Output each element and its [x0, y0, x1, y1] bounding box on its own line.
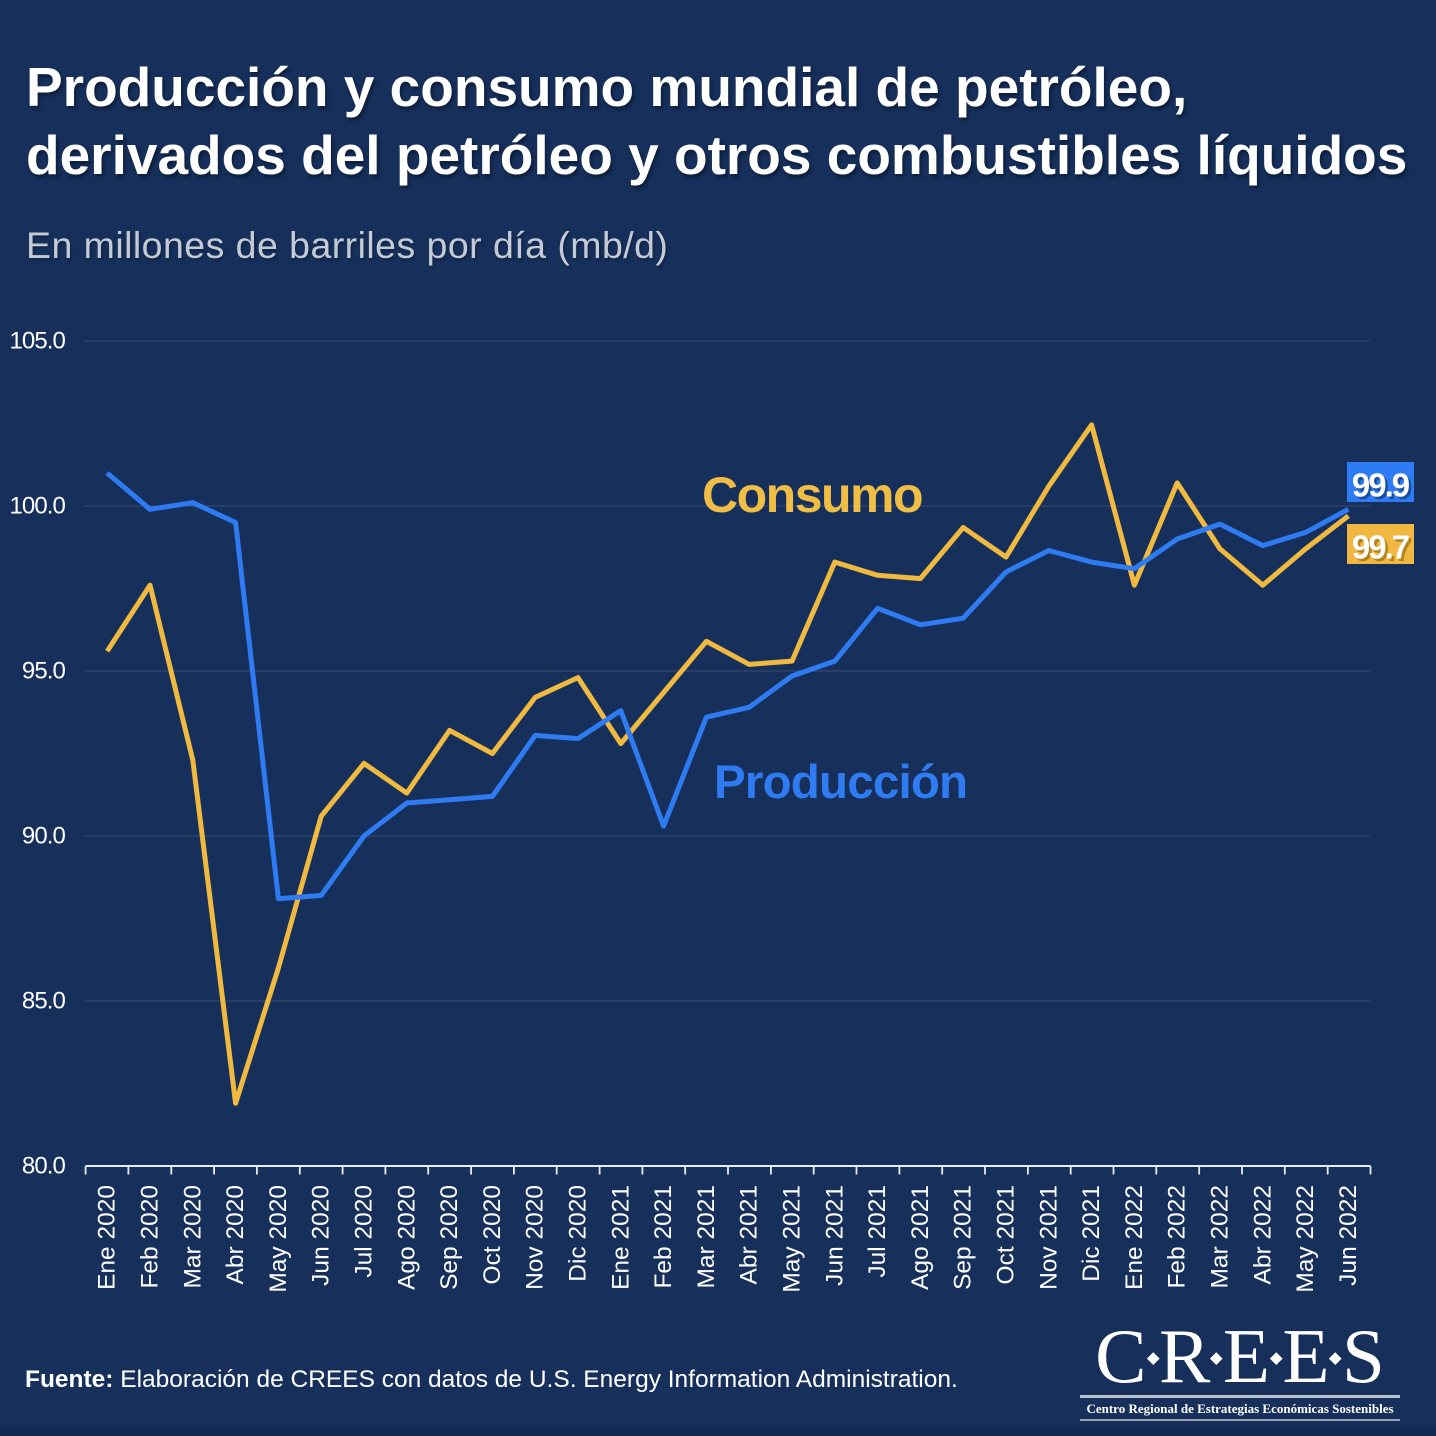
svg-text:Nov 2021: Nov 2021 — [1035, 1185, 1062, 1290]
svg-text:Jun 2021: Jun 2021 — [821, 1185, 848, 1286]
svg-text:Abr 2020: Abr 2020 — [222, 1185, 249, 1284]
svg-text:Consumo: Consumo — [702, 467, 922, 523]
svg-text:Dic 2020: Dic 2020 — [565, 1185, 592, 1282]
svg-text:90.0: 90.0 — [22, 823, 66, 850]
svg-text:Ene 2022: Ene 2022 — [1121, 1185, 1148, 1290]
svg-text:95.0: 95.0 — [22, 658, 66, 685]
svg-text:Feb 2021: Feb 2021 — [650, 1185, 677, 1289]
svg-text:99.9: 99.9 — [1354, 469, 1412, 506]
svg-text:Producción: Producción — [714, 756, 967, 809]
svg-text:Mar 2022: Mar 2022 — [1207, 1185, 1234, 1289]
svg-text:Ago 2021: Ago 2021 — [907, 1185, 934, 1290]
svg-text:105.0: 105.0 — [9, 328, 65, 355]
svg-text:Sep 2020: Sep 2020 — [436, 1185, 463, 1290]
svg-text:May 2021: May 2021 — [779, 1185, 806, 1293]
svg-text:Ene 2020: Ene 2020 — [94, 1185, 121, 1290]
svg-text:Dic 2021: Dic 2021 — [1078, 1185, 1105, 1282]
svg-text:Jul 2021: Jul 2021 — [864, 1185, 891, 1278]
svg-text:Sep 2021: Sep 2021 — [950, 1185, 977, 1290]
svg-text:100.0: 100.0 — [9, 493, 65, 520]
svg-text:Ene 2021: Ene 2021 — [607, 1185, 634, 1290]
svg-text:85.0: 85.0 — [22, 988, 66, 1015]
svg-text:Mar 2021: Mar 2021 — [693, 1185, 720, 1289]
svg-text:Jul 2020: Jul 2020 — [351, 1185, 378, 1278]
svg-text:Abr 2022: Abr 2022 — [1249, 1185, 1276, 1284]
svg-text:May 2022: May 2022 — [1292, 1185, 1319, 1293]
svg-text:99.7: 99.7 — [1352, 529, 1409, 566]
svg-text:Ago 2020: Ago 2020 — [393, 1185, 420, 1290]
svg-text:99.9: 99.9 — [1352, 467, 1410, 504]
svg-text:Abr 2021: Abr 2021 — [736, 1185, 763, 1284]
svg-text:Feb 2022: Feb 2022 — [1164, 1185, 1191, 1289]
svg-text:99.7: 99.7 — [1354, 531, 1411, 568]
svg-text:Nov 2020: Nov 2020 — [522, 1185, 549, 1290]
svg-text:Jun 2020: Jun 2020 — [308, 1185, 335, 1286]
svg-text:May 2020: May 2020 — [265, 1185, 292, 1293]
svg-text:80.0: 80.0 — [22, 1153, 66, 1180]
svg-text:Mar 2020: Mar 2020 — [179, 1185, 206, 1289]
svg-text:Feb 2020: Feb 2020 — [137, 1185, 164, 1289]
svg-text:Oct 2021: Oct 2021 — [993, 1185, 1020, 1284]
svg-text:Oct 2020: Oct 2020 — [479, 1185, 506, 1284]
svg-text:Jun 2022: Jun 2022 — [1335, 1185, 1362, 1286]
